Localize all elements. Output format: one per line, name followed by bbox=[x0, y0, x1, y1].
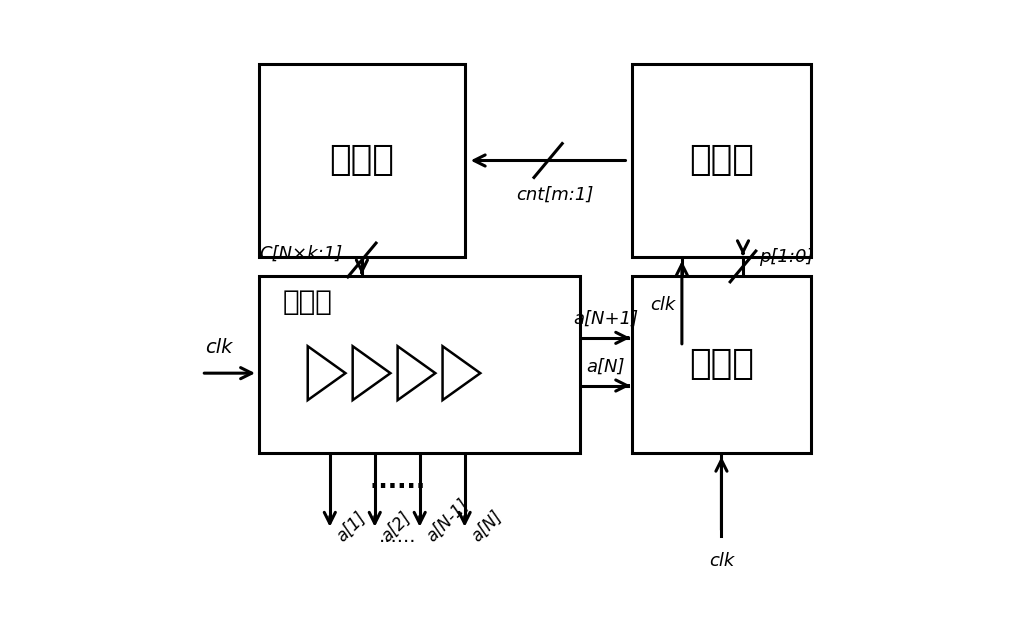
Text: clk: clk bbox=[650, 296, 676, 314]
Text: ......: ...... bbox=[379, 526, 416, 546]
Text: 计数器: 计数器 bbox=[689, 144, 754, 177]
Bar bbox=[632, 276, 811, 453]
Text: p[1:0]: p[1:0] bbox=[760, 248, 813, 266]
Text: ......: ...... bbox=[369, 469, 425, 494]
Text: 查找表: 查找表 bbox=[329, 144, 394, 177]
Text: a[2]: a[2] bbox=[378, 509, 415, 546]
Text: a[1]: a[1] bbox=[333, 509, 369, 546]
Text: a[N+1]: a[N+1] bbox=[574, 310, 639, 328]
Bar bbox=[632, 64, 811, 257]
Text: C[N×k:1]: C[N×k:1] bbox=[259, 245, 343, 263]
Text: cnt[m:1]: cnt[m:1] bbox=[516, 186, 593, 204]
Text: clk: clk bbox=[204, 338, 232, 357]
Text: a[N]: a[N] bbox=[586, 358, 625, 376]
Text: a[N]: a[N] bbox=[467, 508, 506, 546]
Text: a[N-1]: a[N-1] bbox=[423, 496, 473, 546]
Bar bbox=[259, 64, 464, 257]
Bar bbox=[259, 276, 580, 453]
Text: clk: clk bbox=[709, 552, 734, 570]
Text: 鉴相器: 鉴相器 bbox=[689, 347, 754, 381]
Text: 延时链: 延时链 bbox=[283, 288, 332, 316]
